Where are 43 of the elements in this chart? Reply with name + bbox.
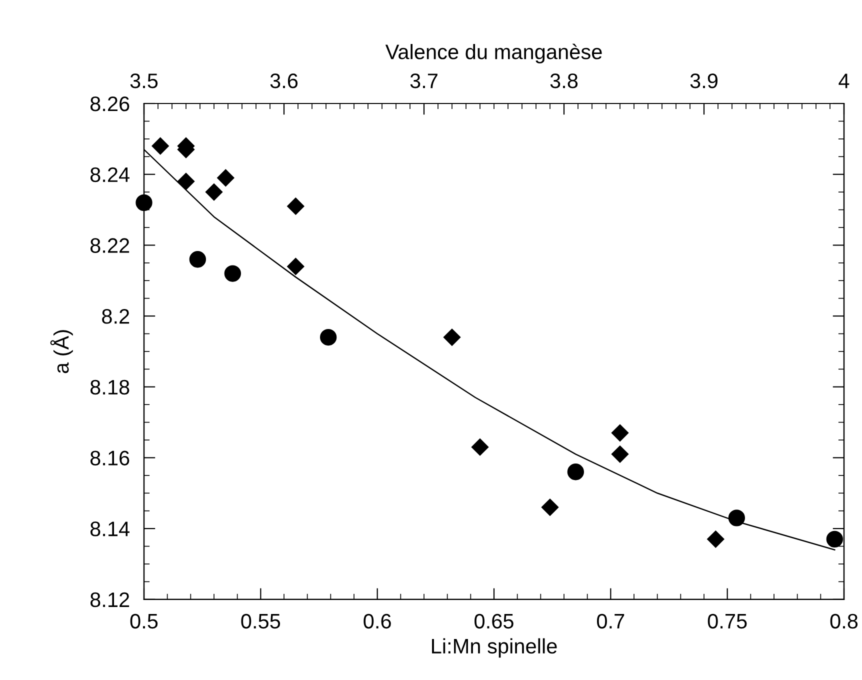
point: [320, 328, 337, 346]
x2-tick-label: 3.8: [550, 74, 578, 88]
point: [443, 328, 461, 346]
point: [152, 137, 169, 155]
x-tick-label: 0.5: [130, 614, 158, 629]
y-tick-label: 8.2: [102, 309, 130, 324]
y-tick-label: 8.22: [90, 238, 130, 253]
x-tick-label: 0.6: [364, 614, 391, 629]
x-tick-label: 0.65: [474, 614, 514, 629]
point: [287, 258, 304, 275]
point: [136, 194, 152, 212]
y-tick-label: 8.14: [90, 522, 130, 536]
y-axis-title: a (Å): [50, 330, 73, 374]
x-tick-label: 0.8: [830, 614, 858, 629]
x2-tick-label: 4: [838, 74, 850, 88]
x2-tick-label: 3.9: [690, 74, 718, 88]
point: [287, 198, 304, 215]
point: [728, 510, 745, 526]
point: [567, 464, 584, 480]
point: [224, 265, 241, 282]
y-tick-label: 8.24: [90, 167, 130, 182]
point: [205, 184, 223, 201]
point: [541, 498, 559, 516]
y-tick-label: 8.16: [90, 450, 130, 466]
point: [707, 530, 724, 548]
point: [611, 424, 629, 442]
point: [189, 251, 206, 268]
x-tick-label: 0.55: [241, 614, 280, 629]
point: [471, 438, 489, 456]
x2-tick-label: 3.7: [410, 74, 438, 88]
x2-tick-label: 3.5: [130, 74, 158, 88]
x2-axis-title: Valence du manganèse: [385, 44, 602, 64]
x-axis-title: Li:Mn spinelle: [432, 638, 557, 658]
y-tick-label: 8.12: [90, 592, 130, 608]
point: [177, 172, 195, 190]
point: [611, 446, 629, 463]
x-tick-label: 0.75: [708, 614, 747, 629]
point: [217, 169, 234, 186]
y-tick-label: 8.18: [90, 380, 130, 395]
x2-tick-label: 3.6: [270, 74, 298, 88]
point: [826, 530, 843, 548]
y-tick-label: 8.26: [90, 96, 130, 112]
x-tick-label: 0.7: [597, 614, 624, 629]
